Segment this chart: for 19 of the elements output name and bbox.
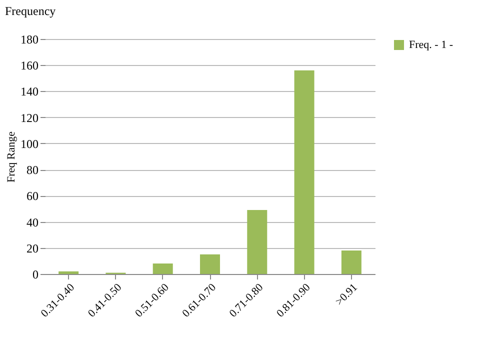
y-tick-label: 120 bbox=[20, 110, 38, 125]
y-tick-label: 20 bbox=[26, 241, 38, 256]
y-tick-label: 80 bbox=[26, 163, 38, 178]
y-tick-label: 100 bbox=[20, 136, 38, 151]
y-tick-label: 140 bbox=[20, 84, 38, 99]
bar bbox=[247, 210, 268, 274]
y-tick-label: 40 bbox=[26, 215, 38, 230]
y-tick-label: 180 bbox=[20, 32, 38, 46]
bar bbox=[341, 250, 362, 274]
y-axis-title: Freq Range bbox=[6, 131, 18, 183]
bar bbox=[294, 70, 314, 274]
bar bbox=[152, 264, 173, 274]
y-tick-label: 160 bbox=[20, 58, 38, 73]
legend-label: Freq. - 1 - bbox=[409, 39, 454, 51]
y-tick-label: 60 bbox=[26, 189, 38, 204]
chart-title: Frequency bbox=[5, 4, 56, 18]
bar bbox=[58, 271, 79, 274]
y-tick-label: 0 bbox=[32, 268, 38, 282]
bar bbox=[200, 254, 220, 274]
